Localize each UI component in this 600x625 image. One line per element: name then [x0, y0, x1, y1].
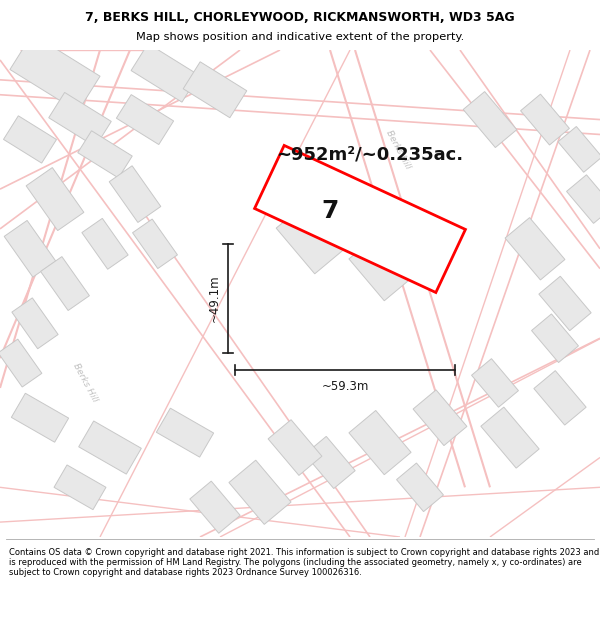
- Polygon shape: [49, 92, 111, 147]
- Polygon shape: [82, 218, 128, 269]
- Polygon shape: [463, 92, 517, 148]
- Polygon shape: [254, 146, 466, 292]
- Text: 7, BERKS HILL, CHORLEYWOOD, RICKMANSWORTH, WD3 5AG: 7, BERKS HILL, CHORLEYWOOD, RICKMANSWORT…: [85, 11, 515, 24]
- Polygon shape: [54, 465, 106, 509]
- Text: Map shows position and indicative extent of the property.: Map shows position and indicative extent…: [136, 32, 464, 43]
- Polygon shape: [566, 175, 600, 223]
- Polygon shape: [472, 359, 518, 408]
- Polygon shape: [276, 204, 344, 274]
- Polygon shape: [116, 94, 173, 144]
- Polygon shape: [229, 460, 291, 524]
- Polygon shape: [305, 436, 355, 489]
- Text: ~952m²/~0.235ac.: ~952m²/~0.235ac.: [277, 146, 464, 163]
- Polygon shape: [532, 314, 578, 362]
- Text: Berks Hill: Berks Hill: [384, 129, 412, 170]
- Polygon shape: [397, 463, 443, 512]
- Polygon shape: [41, 257, 89, 311]
- Polygon shape: [534, 371, 586, 425]
- Text: 7: 7: [322, 199, 338, 223]
- Text: ~59.3m: ~59.3m: [322, 380, 368, 393]
- Polygon shape: [349, 236, 411, 301]
- Polygon shape: [521, 94, 569, 145]
- Polygon shape: [133, 219, 178, 269]
- Polygon shape: [268, 420, 322, 476]
- Polygon shape: [558, 126, 600, 173]
- Polygon shape: [78, 131, 132, 178]
- Polygon shape: [109, 166, 161, 222]
- Polygon shape: [10, 34, 100, 112]
- Polygon shape: [349, 411, 411, 475]
- Polygon shape: [481, 407, 539, 468]
- Polygon shape: [11, 393, 68, 442]
- Polygon shape: [190, 481, 240, 533]
- Text: Berks Hill: Berks Hill: [71, 362, 99, 404]
- Polygon shape: [539, 276, 591, 331]
- Polygon shape: [131, 44, 199, 102]
- Polygon shape: [413, 390, 467, 446]
- Polygon shape: [505, 217, 565, 280]
- Polygon shape: [157, 408, 214, 457]
- Polygon shape: [79, 421, 142, 474]
- Polygon shape: [12, 298, 58, 349]
- Polygon shape: [26, 168, 84, 231]
- Polygon shape: [0, 339, 42, 387]
- Polygon shape: [4, 116, 56, 163]
- Text: ~49.1m: ~49.1m: [208, 274, 221, 322]
- Text: Contains OS data © Crown copyright and database right 2021. This information is : Contains OS data © Crown copyright and d…: [9, 548, 599, 578]
- Polygon shape: [183, 62, 247, 118]
- Polygon shape: [4, 221, 56, 277]
